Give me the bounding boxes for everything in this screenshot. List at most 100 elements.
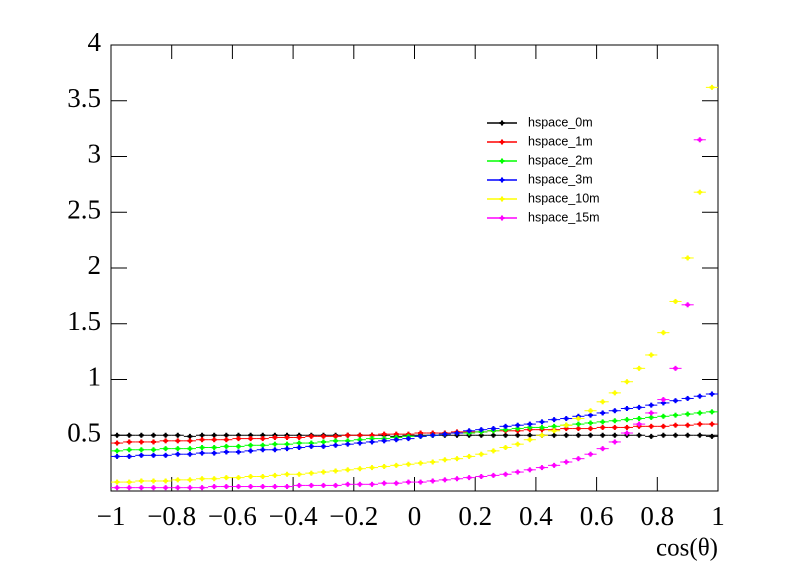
data-point [123, 453, 136, 459]
marker-dot [285, 484, 289, 489]
marker-dot [588, 433, 593, 438]
legend-entry: hspace_1m [487, 134, 593, 148]
data-point [669, 422, 682, 428]
y-tick-label: 2 [88, 250, 102, 280]
marker-dot [500, 121, 504, 125]
data-point [475, 474, 488, 480]
data-point [123, 432, 136, 438]
marker-dot [273, 447, 277, 452]
legend-label: hspace_3m [528, 172, 593, 186]
data-point [220, 432, 233, 438]
data-point [414, 433, 427, 439]
data-point [111, 440, 124, 446]
data-point [523, 432, 536, 438]
data-point [681, 302, 694, 308]
data-point [329, 438, 342, 444]
marker-dot [139, 433, 144, 438]
data-point [159, 446, 172, 452]
data-point [159, 438, 172, 444]
data-point [135, 432, 148, 438]
marker-dot [260, 447, 265, 452]
legend-label: hspace_1m [528, 134, 593, 148]
data-point [645, 414, 658, 420]
data-point [608, 439, 621, 445]
data-point [463, 428, 476, 434]
marker-dot [576, 456, 581, 461]
marker-dot [115, 485, 119, 490]
x-tick-label: −1 [97, 501, 126, 531]
data-point [341, 441, 354, 447]
data-point [438, 431, 451, 437]
marker-dot [333, 443, 338, 448]
data-point [111, 453, 124, 459]
data-point [329, 482, 342, 488]
data-point [171, 446, 184, 452]
data-point [123, 485, 136, 491]
data-point [268, 441, 281, 447]
marker-dot [406, 480, 411, 484]
data-point [608, 418, 621, 424]
marker-dot [576, 433, 581, 438]
marker-dot [285, 472, 289, 477]
marker-dot [515, 470, 520, 474]
marker-dot [418, 480, 423, 484]
marker-dot [564, 423, 569, 428]
x-tick-label: 0.6 [580, 501, 614, 531]
y-tick-label: 3 [88, 139, 102, 169]
data-point [584, 408, 597, 414]
data-point [475, 427, 488, 433]
data-point [147, 439, 160, 445]
data-point [596, 399, 609, 405]
legend-label: hspace_10m [528, 191, 600, 205]
data-point [353, 466, 366, 472]
marker-dot [685, 396, 690, 401]
marker-dot [503, 445, 508, 450]
data-point [402, 461, 415, 467]
marker-dot [273, 435, 277, 440]
data-point [353, 432, 366, 438]
marker-dot [503, 472, 508, 477]
marker-dot [697, 394, 702, 399]
marker-dot [649, 403, 654, 407]
data-point [183, 485, 196, 491]
data-point [293, 482, 306, 488]
marker-dot [685, 423, 690, 428]
data-point [511, 469, 524, 475]
marker-dot [151, 479, 156, 483]
data-point [195, 485, 209, 491]
data-point [645, 433, 658, 439]
marker-dot [564, 460, 569, 464]
data-point [584, 451, 597, 457]
data-point [499, 471, 512, 477]
marker-dot [139, 485, 144, 490]
marker-dot [552, 433, 556, 438]
marker-dot [673, 413, 678, 417]
marker-dot [491, 426, 496, 431]
marker-dot [175, 452, 180, 457]
data-point [147, 447, 160, 453]
data-point [244, 448, 257, 454]
x-tick-label: 0.8 [640, 501, 674, 531]
data-point [608, 432, 621, 438]
data-point [450, 456, 464, 462]
data-point [693, 432, 706, 438]
data-point [438, 457, 451, 463]
data-point [183, 433, 196, 439]
data-point [499, 445, 512, 451]
marker-dot [309, 483, 314, 488]
y-tick-label: 4 [88, 27, 102, 57]
data-point [353, 440, 366, 446]
data-point [208, 484, 221, 490]
data-point [329, 442, 342, 448]
marker-dot [661, 397, 666, 402]
x-tick-label: 0.2 [458, 501, 492, 531]
marker-dot [710, 422, 714, 426]
marker-dot [139, 447, 144, 452]
data-point [365, 481, 379, 487]
marker-dot [685, 256, 690, 260]
data-point [293, 434, 306, 440]
data-point [195, 450, 209, 456]
marker-dot [649, 415, 654, 420]
marker-dot [613, 408, 617, 413]
